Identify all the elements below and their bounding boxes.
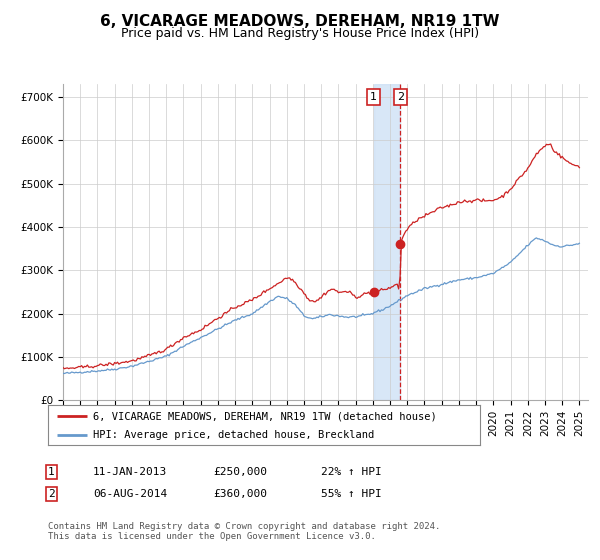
Text: 55% ↑ HPI: 55% ↑ HPI: [321, 489, 382, 499]
Text: 06-AUG-2014: 06-AUG-2014: [93, 489, 167, 499]
Text: 1: 1: [48, 467, 55, 477]
Text: HPI: Average price, detached house, Breckland: HPI: Average price, detached house, Brec…: [94, 430, 374, 440]
Text: 6, VICARAGE MEADOWS, DEREHAM, NR19 1TW: 6, VICARAGE MEADOWS, DEREHAM, NR19 1TW: [100, 14, 500, 29]
Text: £360,000: £360,000: [213, 489, 267, 499]
Text: 6, VICARAGE MEADOWS, DEREHAM, NR19 1TW (detached house): 6, VICARAGE MEADOWS, DEREHAM, NR19 1TW (…: [94, 411, 437, 421]
Text: 2: 2: [48, 489, 55, 499]
Text: Contains HM Land Registry data © Crown copyright and database right 2024.
This d: Contains HM Land Registry data © Crown c…: [48, 522, 440, 542]
Text: 11-JAN-2013: 11-JAN-2013: [93, 467, 167, 477]
Text: 2: 2: [397, 92, 404, 102]
Text: 1: 1: [370, 92, 377, 102]
Text: £250,000: £250,000: [213, 467, 267, 477]
Bar: [374, 84, 400, 400]
Text: 22% ↑ HPI: 22% ↑ HPI: [321, 467, 382, 477]
Text: Price paid vs. HM Land Registry's House Price Index (HPI): Price paid vs. HM Land Registry's House …: [121, 27, 479, 40]
